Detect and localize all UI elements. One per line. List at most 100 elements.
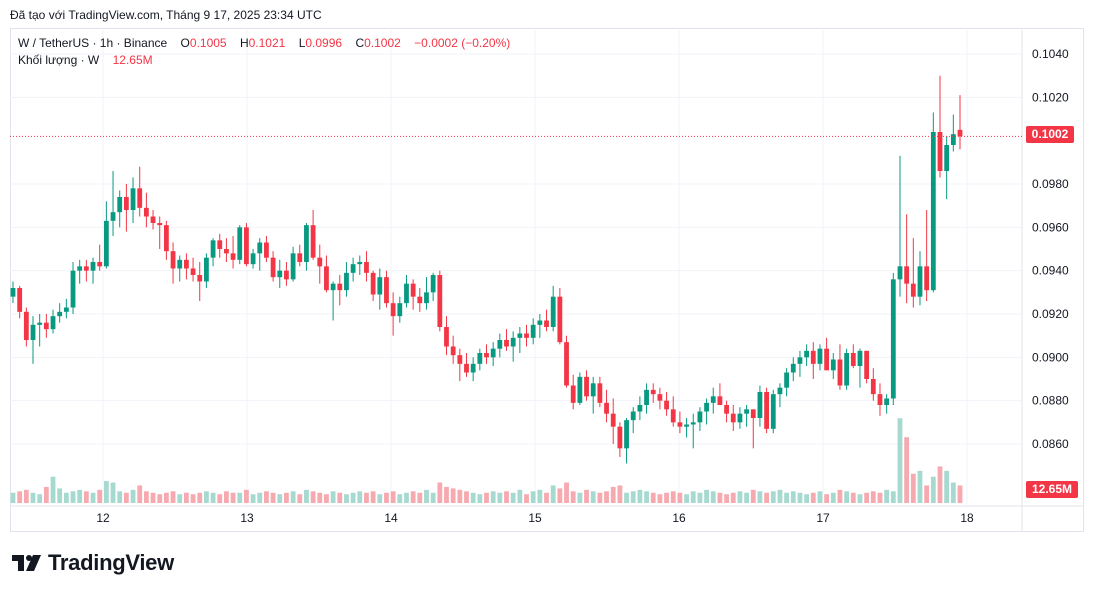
candle-body bbox=[910, 283, 916, 297]
candle bbox=[190, 257, 196, 282]
attribution-text: Đã tạo với TradingView.com, Tháng 9 17, … bbox=[10, 8, 322, 22]
candle-body bbox=[524, 333, 529, 338]
volume-bar bbox=[604, 491, 609, 503]
volume-bar bbox=[650, 492, 656, 503]
volume-bar bbox=[377, 494, 383, 503]
candle-body bbox=[77, 266, 83, 271]
candle bbox=[564, 335, 569, 388]
candle bbox=[824, 337, 830, 371]
candle-body bbox=[304, 225, 309, 262]
candle bbox=[110, 171, 116, 236]
candle bbox=[550, 285, 556, 332]
candle-body bbox=[877, 394, 883, 405]
volume-bar bbox=[57, 488, 63, 503]
candle-body bbox=[110, 212, 116, 221]
volume-bar bbox=[257, 492, 263, 503]
candle-body bbox=[310, 225, 316, 258]
volume-bar bbox=[177, 494, 183, 503]
volume-bar bbox=[277, 494, 283, 503]
candle-body bbox=[604, 402, 609, 414]
low-label: L bbox=[298, 36, 306, 50]
price-axis[interactable]: 0.1040 0.1020 0.0980 0.0960 0.0940 0.0920 0.09… bbox=[1032, 47, 1069, 451]
candles bbox=[10, 75, 963, 464]
volume-bar bbox=[717, 492, 723, 503]
candle bbox=[537, 314, 543, 338]
legend: W / TetherUS · 1h · Binance O0.1005 H0.1… bbox=[18, 35, 510, 69]
candle-body bbox=[490, 348, 496, 358]
candle-body bbox=[437, 275, 443, 327]
candle-body bbox=[750, 409, 756, 418]
volume-bar bbox=[770, 491, 776, 503]
candle bbox=[777, 383, 783, 408]
volume-bar bbox=[764, 492, 769, 503]
candle bbox=[410, 279, 416, 310]
volume-bar bbox=[63, 492, 69, 503]
candle-body bbox=[830, 359, 836, 371]
volume-bar bbox=[437, 482, 443, 503]
candle-body bbox=[477, 353, 483, 364]
candle bbox=[584, 370, 589, 401]
close-value: 0.1002 bbox=[364, 36, 401, 50]
volume-bar bbox=[477, 494, 483, 503]
volume-bar bbox=[10, 492, 16, 503]
volume-bar bbox=[797, 492, 803, 503]
volume-bar bbox=[810, 492, 816, 503]
candle bbox=[684, 418, 689, 438]
candle bbox=[890, 272, 896, 405]
candle-body bbox=[550, 296, 556, 327]
time-axis[interactable]: 12 13 14 15 16 17 18 bbox=[96, 511, 974, 525]
candle-body bbox=[790, 363, 796, 373]
candle bbox=[290, 246, 296, 282]
candle-body bbox=[504, 340, 509, 347]
high-value: 0.1021 bbox=[248, 36, 286, 50]
candle-body bbox=[43, 322, 49, 330]
volume-bar bbox=[337, 492, 343, 503]
candle bbox=[704, 398, 709, 425]
volume-label[interactable]: Khối lượng · W bbox=[18, 53, 100, 67]
candle-body bbox=[884, 398, 890, 405]
volume-bar bbox=[464, 491, 469, 503]
candle bbox=[430, 272, 436, 301]
time-tick-label: 13 bbox=[240, 511, 254, 525]
candle bbox=[510, 331, 516, 362]
candle-body bbox=[390, 303, 396, 317]
tradingview-logo-icon bbox=[12, 553, 42, 573]
volume-bar bbox=[70, 491, 76, 503]
candle-body bbox=[637, 405, 643, 412]
candle bbox=[497, 333, 503, 358]
candle bbox=[417, 288, 423, 312]
candle-body bbox=[930, 132, 936, 291]
volume-bar bbox=[690, 491, 696, 503]
tradingview-brand[interactable]: TradingView bbox=[12, 550, 174, 576]
time-tick-label: 18 bbox=[960, 511, 974, 525]
candle-body bbox=[137, 188, 143, 208]
candle bbox=[210, 238, 216, 267]
price-tick-label: 0.0980 bbox=[1032, 177, 1069, 191]
volume-bar bbox=[917, 470, 923, 503]
candle bbox=[744, 405, 749, 427]
volume-bar bbox=[397, 494, 403, 503]
candle-body bbox=[850, 353, 856, 366]
volume-bar bbox=[517, 489, 523, 503]
candle-body bbox=[464, 363, 469, 373]
candle-body bbox=[284, 270, 289, 280]
candle-body bbox=[337, 283, 343, 291]
volume-bar bbox=[317, 492, 323, 503]
candle bbox=[397, 296, 403, 323]
candle bbox=[37, 314, 43, 347]
symbol-name[interactable]: W / TetherUS · 1h · Binance bbox=[18, 36, 168, 50]
volume-bar bbox=[590, 491, 596, 503]
candle-body bbox=[183, 259, 189, 269]
volume-bar bbox=[757, 491, 763, 503]
volume-bar bbox=[870, 491, 876, 503]
candle bbox=[257, 238, 263, 271]
volume-bar bbox=[237, 492, 243, 503]
candle-body bbox=[130, 188, 136, 210]
candle bbox=[757, 385, 763, 427]
volume-bar bbox=[664, 492, 669, 503]
candle-body bbox=[97, 262, 103, 267]
candle-body bbox=[190, 268, 196, 275]
volume-bar bbox=[930, 476, 936, 503]
candle-body bbox=[17, 288, 23, 312]
